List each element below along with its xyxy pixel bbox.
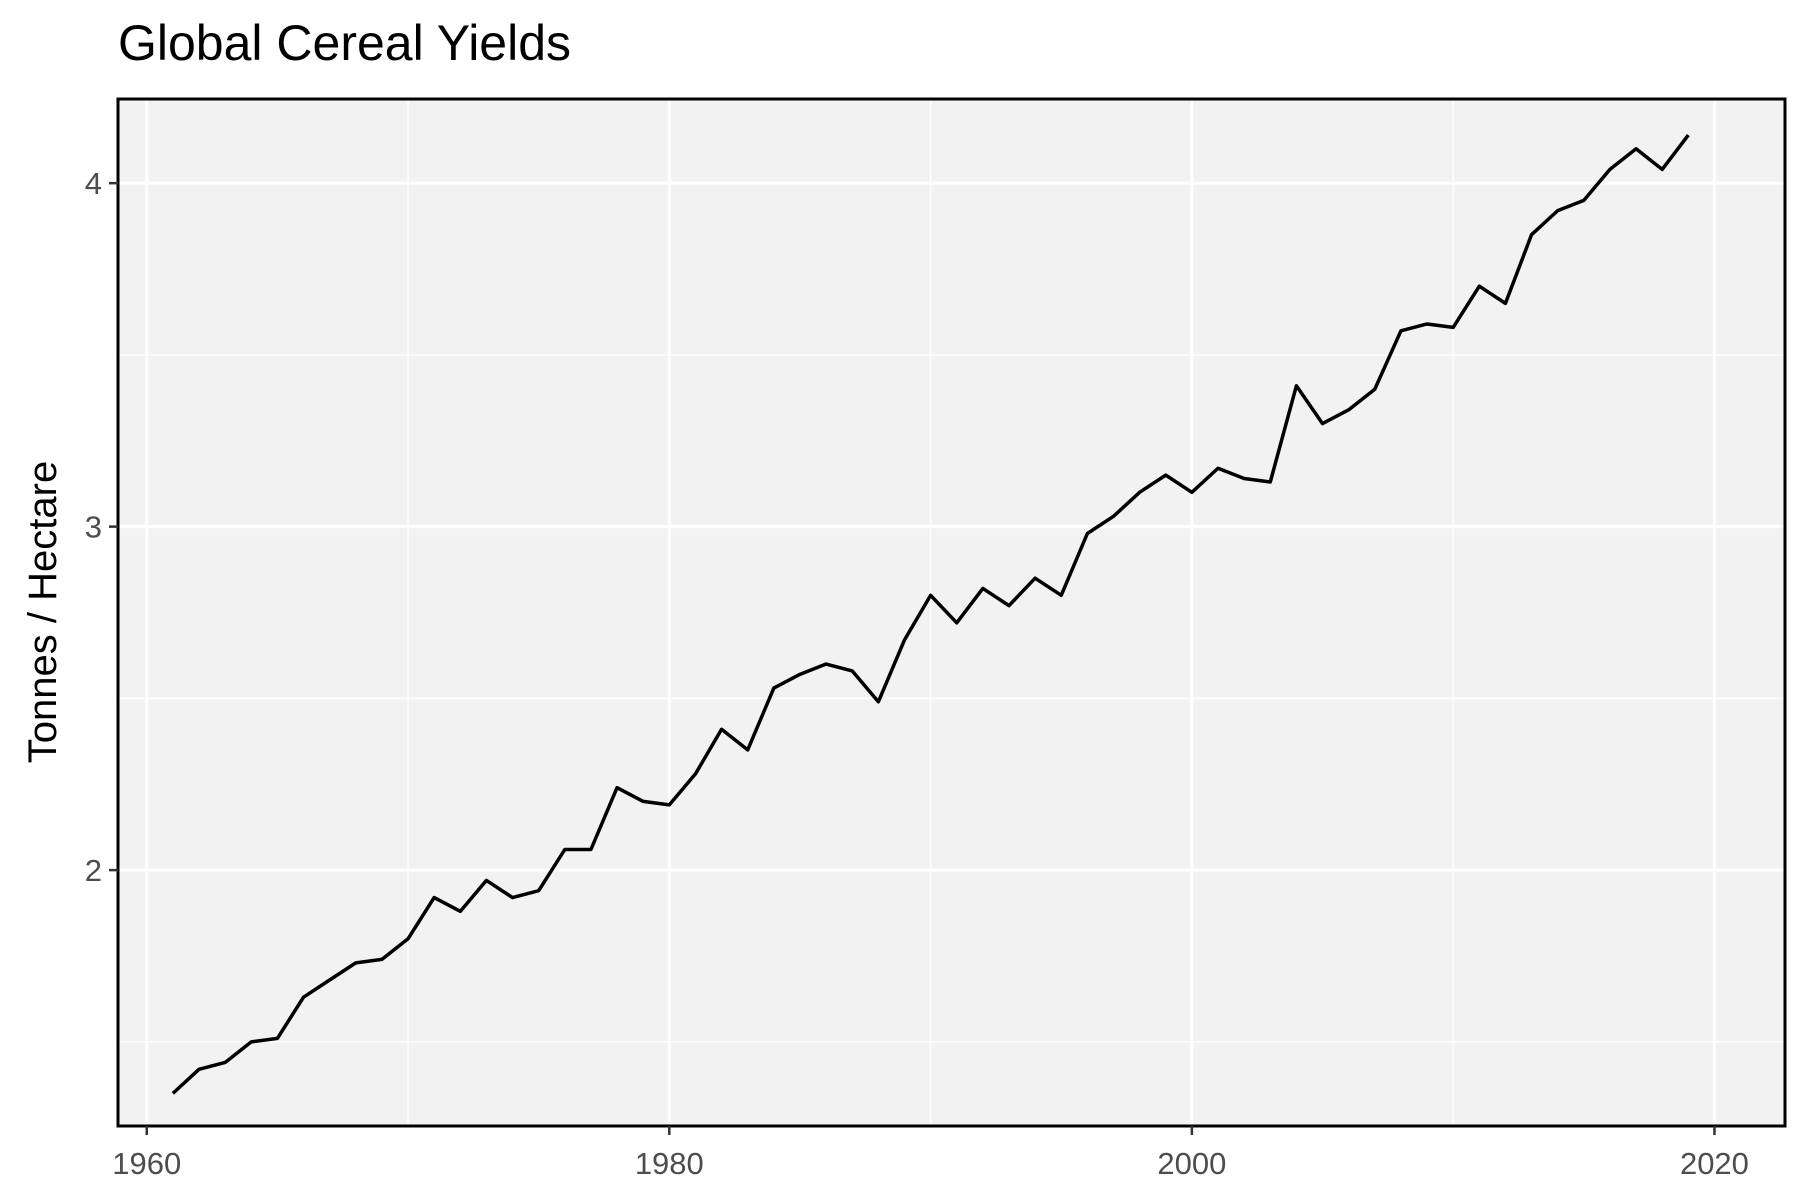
y-tick-label: 4 <box>85 166 102 201</box>
x-tick-label: 2000 <box>1157 1146 1226 1181</box>
major-grid <box>118 99 1785 1126</box>
x-tick-label: 2020 <box>1680 1146 1749 1181</box>
plot-border <box>116 97 1787 1128</box>
y-axis-label: Tonnes / Hectare <box>21 461 65 763</box>
plot-panel <box>118 99 1785 1126</box>
x-tick-label: 1980 <box>635 1146 704 1181</box>
y-axis-ticks: 2 3 4 <box>85 166 118 888</box>
minor-grid <box>118 99 1785 1126</box>
chart-title: Global Cereal Yields <box>118 15 571 71</box>
y-tick-label: 3 <box>85 510 102 545</box>
data-points <box>172 135 1689 1094</box>
x-tick-label: 1960 <box>112 1146 181 1181</box>
x-axis-ticks: 1960 1980 2000 2020 <box>112 1126 1749 1181</box>
y-tick-label: 2 <box>85 853 102 888</box>
